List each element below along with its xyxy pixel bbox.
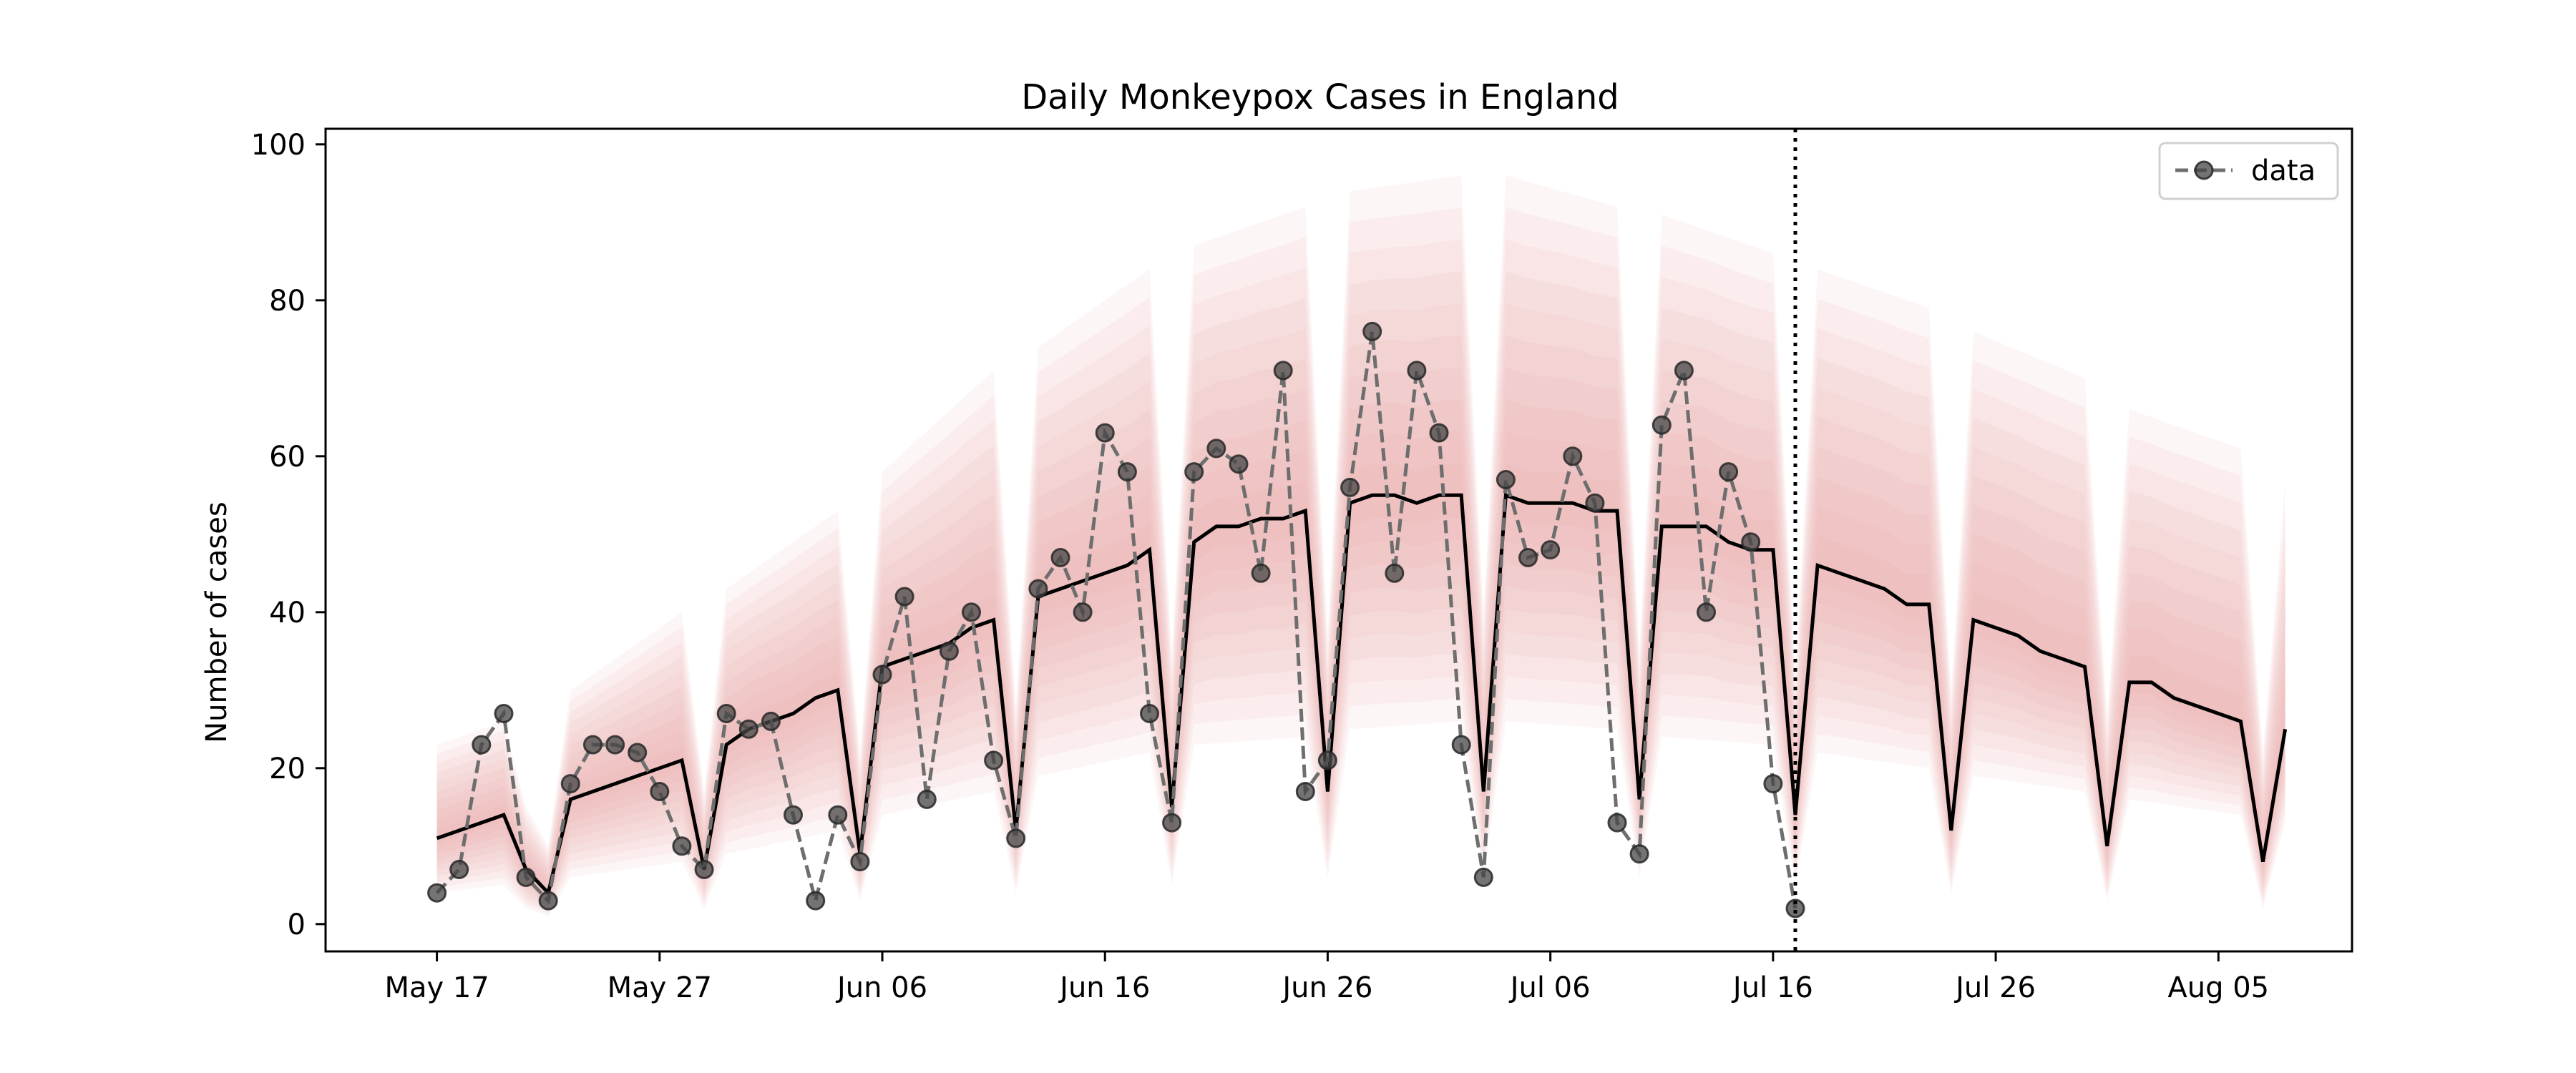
- data-point: [1342, 479, 1359, 496]
- plot-inner: [429, 175, 2285, 917]
- data-point: [1430, 424, 1448, 441]
- data-point: [985, 752, 1002, 769]
- data-point: [651, 783, 668, 800]
- data-point: [1631, 846, 1648, 863]
- data-point: [1520, 549, 1537, 567]
- x-tick-label: Jul 06: [1508, 971, 1591, 1004]
- y-tick-label: 0: [288, 908, 306, 941]
- y-tick-label: 100: [251, 129, 306, 162]
- x-tick-label: May 27: [608, 971, 712, 1004]
- data-point: [896, 588, 913, 605]
- data-point: [1230, 456, 1247, 473]
- data-point: [451, 861, 468, 878]
- data-point: [963, 604, 980, 621]
- y-tick-label: 20: [269, 753, 306, 785]
- data-point: [718, 705, 735, 722]
- data-point: [585, 736, 602, 753]
- y-tick-label: 40: [269, 597, 306, 629]
- data-point: [540, 892, 557, 909]
- x-tick-label: Jun 26: [1280, 971, 1372, 1004]
- data-point: [1297, 783, 1314, 800]
- data-point: [473, 736, 490, 753]
- data-point: [940, 642, 957, 660]
- data-point: [1141, 705, 1158, 722]
- chart-title: Daily Monkeypox Cases in England: [1021, 77, 1619, 117]
- data-point: [1274, 362, 1292, 379]
- legend: data: [2160, 143, 2338, 199]
- data-point: [1742, 534, 1760, 551]
- data-point: [918, 790, 935, 808]
- x-tick-label: Jun 16: [1058, 971, 1150, 1004]
- x-tick-label: Aug 05: [2167, 971, 2269, 1004]
- data-point: [1008, 830, 1025, 847]
- plot-area: May 17 May 27 Jun 06 Jun 16 Jun 26 Jul 06 Jul …: [251, 129, 2352, 1004]
- data-point: [1208, 440, 1225, 457]
- data-point: [1586, 494, 1604, 511]
- data-point: [696, 861, 713, 878]
- data-point: [1609, 814, 1626, 831]
- y-tick-label: 80: [269, 285, 306, 318]
- data-point: [562, 775, 579, 793]
- data-point: [1408, 362, 1425, 379]
- data-point: [1542, 542, 1559, 559]
- data-point: [1163, 814, 1181, 831]
- data-point: [1364, 323, 1381, 340]
- x-tick-label: Jul 16: [1731, 971, 1813, 1004]
- x-tick-label: Jul 26: [1953, 971, 2036, 1004]
- data-point: [1118, 464, 1136, 481]
- data-point: [1319, 752, 1336, 769]
- data-point: [607, 736, 624, 753]
- data-point: [1564, 448, 1581, 465]
- data-point: [785, 806, 802, 823]
- data-point: [1720, 464, 1737, 481]
- data-point: [852, 853, 869, 871]
- data-point: [1765, 775, 1782, 793]
- data-point: [1675, 362, 1692, 379]
- legend-entry-data: data: [2251, 155, 2316, 187]
- data-point: [1497, 471, 1514, 489]
- data-point: [1096, 424, 1113, 441]
- data-point: [874, 666, 891, 683]
- data-point: [740, 720, 757, 738]
- data-point: [1698, 604, 1715, 621]
- data-point: [829, 806, 847, 823]
- x-tick-label: May 17: [384, 971, 489, 1004]
- data-point: [1074, 604, 1091, 621]
- data-point: [1252, 564, 1269, 582]
- x-tick-label: Jun 06: [835, 971, 927, 1004]
- data-point: [1386, 564, 1403, 582]
- data-point: [1052, 549, 1069, 567]
- data-point: [673, 838, 691, 855]
- data-point: [429, 884, 446, 901]
- data-point: [495, 705, 512, 722]
- data-point: [517, 868, 535, 886]
- data-point: [1653, 416, 1670, 433]
- data-point: [629, 744, 646, 761]
- y-tick-label: 60: [269, 441, 306, 474]
- data-point: [1186, 464, 1203, 481]
- data-point: [1030, 580, 1047, 597]
- y-axis-label: Number of cases: [200, 501, 233, 743]
- legend-marker-swatch: [2195, 162, 2212, 179]
- data-point: [762, 712, 779, 730]
- data-point: [1453, 736, 1470, 753]
- data-point: [807, 892, 824, 909]
- data-point: [1475, 868, 1492, 886]
